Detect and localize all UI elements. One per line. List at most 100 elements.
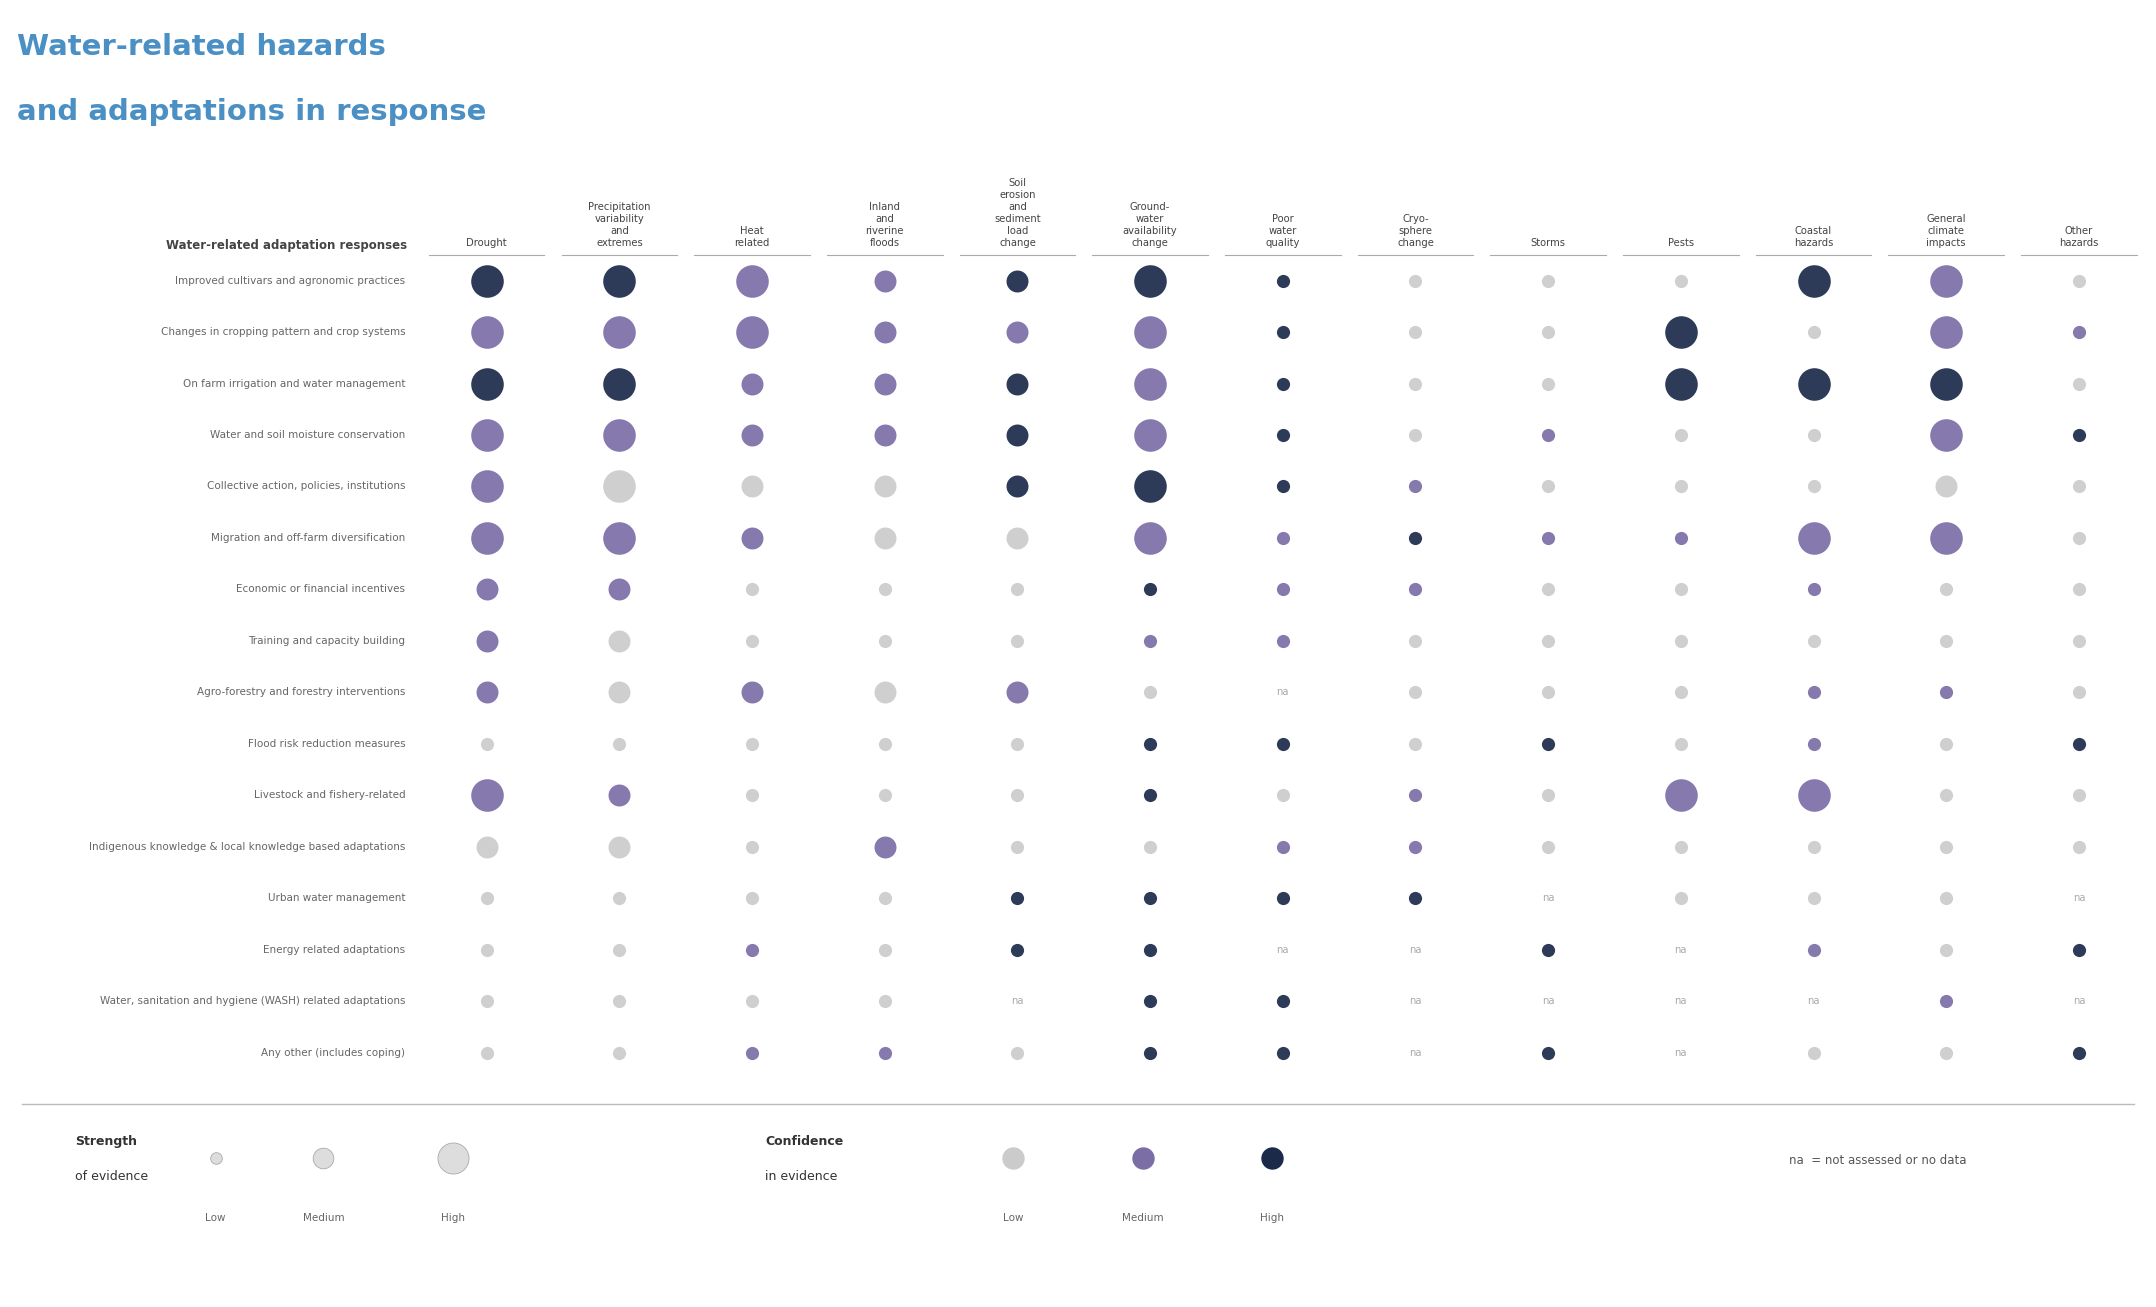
Point <box>1399 322 1434 342</box>
Text: Precipitation
variability
and
extremes: Precipitation variability and extremes <box>589 203 651 248</box>
Point <box>1930 784 1964 805</box>
Point <box>1132 579 1166 600</box>
Text: na: na <box>1542 893 1554 903</box>
Text: Strength: Strength <box>75 1134 138 1148</box>
Point <box>1399 733 1434 754</box>
Point <box>602 372 636 393</box>
Point <box>602 1042 636 1063</box>
Point <box>470 991 505 1012</box>
Text: Improved cultivars and agronomic practices: Improved cultivars and agronomic practic… <box>175 276 405 286</box>
Point <box>602 940 636 961</box>
Point <box>1796 836 1830 857</box>
Point <box>1664 579 1699 600</box>
Text: na: na <box>1276 687 1289 698</box>
Point <box>1399 271 1434 291</box>
Point <box>1796 322 1830 342</box>
Point <box>1399 887 1434 908</box>
Point <box>1399 630 1434 651</box>
Text: Low: Low <box>1003 1213 1024 1223</box>
Point <box>1132 528 1166 549</box>
Text: Other
hazards: Other hazards <box>2059 226 2098 248</box>
Text: Any other (includes coping): Any other (includes coping) <box>261 1047 405 1057</box>
Point <box>996 1148 1031 1168</box>
Point <box>1000 528 1035 549</box>
Text: Poor
water
quality: Poor water quality <box>1266 214 1300 248</box>
Point <box>1664 733 1699 754</box>
Point <box>1000 682 1035 703</box>
Text: Urban water management: Urban water management <box>267 893 405 903</box>
Point <box>735 425 770 446</box>
Point <box>867 836 901 857</box>
Point <box>1664 372 1699 393</box>
Point <box>735 682 770 703</box>
Point <box>2061 579 2096 600</box>
Text: Livestock and fishery-related: Livestock and fishery-related <box>254 791 405 800</box>
Text: na: na <box>2072 893 2085 903</box>
Text: Soil
erosion
and
sediment
load
change: Soil erosion and sediment load change <box>994 178 1041 248</box>
Text: On farm irrigation and water management: On farm irrigation and water management <box>183 379 405 388</box>
Point <box>867 991 901 1012</box>
Point <box>2061 836 2096 857</box>
Point <box>1000 630 1035 651</box>
Point <box>1796 476 1830 497</box>
Point <box>1399 372 1434 393</box>
Point <box>867 682 901 703</box>
Point <box>470 733 505 754</box>
Point <box>1399 836 1434 857</box>
Point <box>1000 733 1035 754</box>
Point <box>602 425 636 446</box>
Text: Agro-forestry and forestry interventions: Agro-forestry and forestry interventions <box>196 687 405 698</box>
Text: Water-related adaptation responses: Water-related adaptation responses <box>166 239 407 252</box>
Point <box>867 733 901 754</box>
Point <box>1531 1042 1565 1063</box>
Text: General
climate
impacts: General climate impacts <box>1927 214 1966 248</box>
Point <box>735 322 770 342</box>
Point <box>1132 476 1166 497</box>
Point <box>1266 425 1300 446</box>
Point <box>602 887 636 908</box>
Point <box>1930 372 1964 393</box>
Point <box>2061 372 2096 393</box>
Point <box>2061 1042 2096 1063</box>
Text: Flood risk reduction measures: Flood risk reduction measures <box>248 738 405 749</box>
Text: Low: Low <box>205 1213 226 1223</box>
Point <box>1531 528 1565 549</box>
Point <box>735 887 770 908</box>
Point <box>867 784 901 805</box>
Text: na: na <box>1675 1047 1688 1057</box>
Point <box>1796 579 1830 600</box>
Point <box>867 271 901 291</box>
Point <box>1132 733 1166 754</box>
Point <box>470 528 505 549</box>
Point <box>1664 425 1699 446</box>
Point <box>602 271 636 291</box>
Point <box>1266 372 1300 393</box>
Point <box>470 579 505 600</box>
Point <box>1000 476 1035 497</box>
Point <box>1266 887 1300 908</box>
Point <box>1132 991 1166 1012</box>
Point <box>602 579 636 600</box>
Point <box>1132 322 1166 342</box>
Point <box>1000 1042 1035 1063</box>
Text: Medium: Medium <box>302 1213 345 1223</box>
Point <box>1132 940 1166 961</box>
Point <box>735 271 770 291</box>
Point <box>1000 322 1035 342</box>
Point <box>602 784 636 805</box>
Point <box>2061 271 2096 291</box>
Point <box>470 784 505 805</box>
Point <box>1399 579 1434 600</box>
Text: of evidence: of evidence <box>75 1170 149 1183</box>
Text: Coastal
hazards: Coastal hazards <box>1794 226 1833 248</box>
Point <box>1930 579 1964 600</box>
Point <box>470 1042 505 1063</box>
Point <box>1000 940 1035 961</box>
Text: Water, sanitation and hygiene (WASH) related adaptations: Water, sanitation and hygiene (WASH) rel… <box>99 996 405 1006</box>
Point <box>1930 940 1964 961</box>
Point <box>867 476 901 497</box>
Point <box>735 1042 770 1063</box>
Point <box>1132 1042 1166 1063</box>
Text: Ground-
water
availability
change: Ground- water availability change <box>1123 203 1177 248</box>
Point <box>1000 271 1035 291</box>
